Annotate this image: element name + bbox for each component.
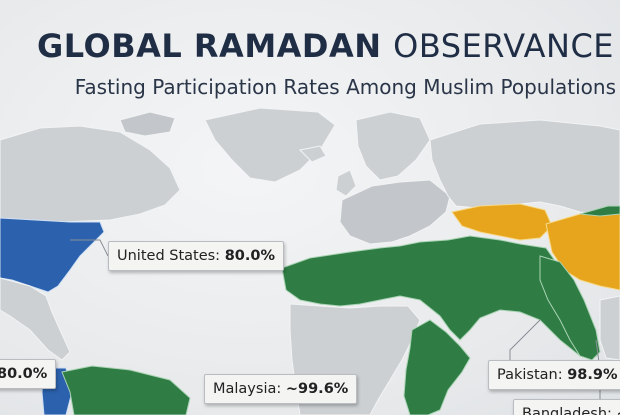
callout-value: 98.9% <box>567 367 618 383</box>
scandinavia-shape <box>355 111 431 181</box>
russia-shape <box>429 119 620 215</box>
central-asia-shape <box>451 203 553 241</box>
callout-value: 80.0% <box>224 248 275 264</box>
east-africa-shape <box>403 319 471 415</box>
iceland-shape <box>298 145 327 163</box>
greenland-shape <box>204 107 336 183</box>
pakistan-leader-line <box>509 319 541 360</box>
united-states-shape <box>0 217 105 293</box>
callout-united-states: United States: 80.0% <box>108 241 284 271</box>
south-america-shape <box>61 365 191 415</box>
canada-shape <box>0 125 181 223</box>
callout-label: United States: <box>117 248 221 264</box>
callout-value: ~ <box>617 406 620 415</box>
callout-label: Bangladesh: <box>522 406 612 415</box>
europe-shape <box>339 179 451 245</box>
callout-malaysia: Malaysia: ~99.6% <box>204 374 358 404</box>
callout-value: ~99.6% <box>285 381 349 397</box>
callout-label: Malaysia: <box>213 381 282 397</box>
callout-pakistan: Pakistan: 98.9% <box>488 360 620 390</box>
page-title: GLOBAL RAMADAN OBSERVANCE <box>37 26 614 66</box>
uk-shape <box>335 169 357 197</box>
page-subtitle: Fasting Participation Rates Among Muslim… <box>74 75 616 99</box>
mexico-shape <box>0 277 71 361</box>
mongolia-region-shape <box>579 205 620 217</box>
southeast-asia-shape <box>599 295 620 361</box>
callout-bangladesh: Bangladesh: ~ <box>513 399 620 415</box>
title-light: OBSERVANCE <box>393 27 614 65</box>
callout-label: Pakistan: <box>497 367 563 383</box>
callout-west-partial: 80.0% <box>0 359 57 389</box>
title-strong: GLOBAL RAMADAN <box>37 27 382 65</box>
callout-value: 80.0% <box>0 366 48 382</box>
us-leader-line <box>70 239 109 257</box>
north-africa-middle-east-shape <box>281 235 599 357</box>
arctic-islands-shape <box>119 111 176 137</box>
